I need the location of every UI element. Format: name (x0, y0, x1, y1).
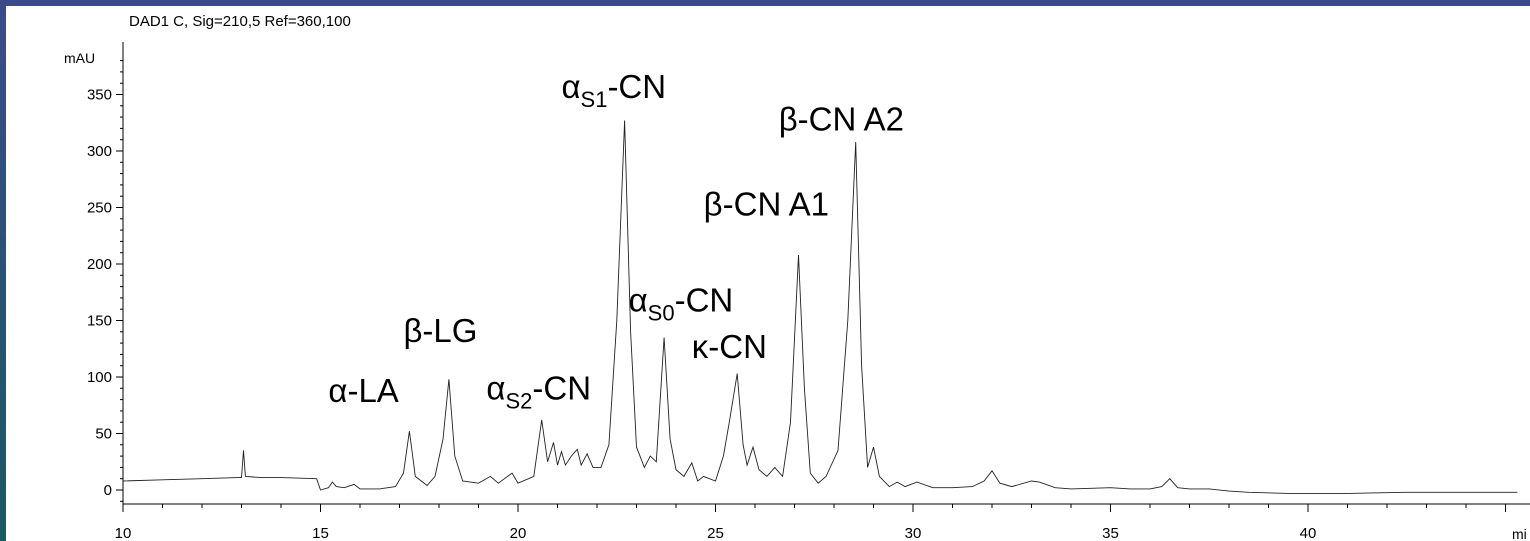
x-tick-label: 25 (707, 525, 724, 541)
x-tick-label: 10 (115, 525, 132, 541)
x-tick-label: 35 (1102, 525, 1119, 541)
peak-label: αS1-CN (561, 68, 666, 112)
peak-label: β-CN A2 (779, 101, 904, 138)
x-tick-label: 40 (1300, 525, 1317, 541)
peak-label: αS2-CN (486, 370, 591, 414)
y-tick-label: 350 (87, 87, 112, 104)
plot-background (6, 6, 1530, 541)
y-tick-label: 0 (104, 482, 112, 499)
y-tick-label: 200 (87, 256, 112, 273)
x-axis-label: mi (1512, 526, 1527, 541)
x-tick-label: 30 (905, 525, 922, 541)
y-axis-label: mAU (64, 50, 95, 66)
x-tick-label: 15 (312, 525, 329, 541)
chart-title: DAD1 C, Sig=210,5 Ref=360,100 (129, 13, 351, 30)
y-tick-label: 100 (87, 369, 112, 386)
peak-label: κ-CN (692, 328, 767, 365)
y-tick-label: 300 (87, 143, 112, 160)
peak-label: β-CN A1 (704, 185, 829, 222)
y-tick-label: 250 (87, 200, 112, 217)
x-tick-label: 20 (510, 525, 527, 541)
peak-label: αS0-CN (629, 281, 734, 325)
chromatogram-trace (122, 120, 1518, 494)
peak-label: β-LG (403, 312, 477, 349)
y-tick-label: 50 (95, 426, 112, 443)
peak-label: α-LA (328, 372, 398, 409)
y-tick-label: 150 (87, 313, 112, 330)
